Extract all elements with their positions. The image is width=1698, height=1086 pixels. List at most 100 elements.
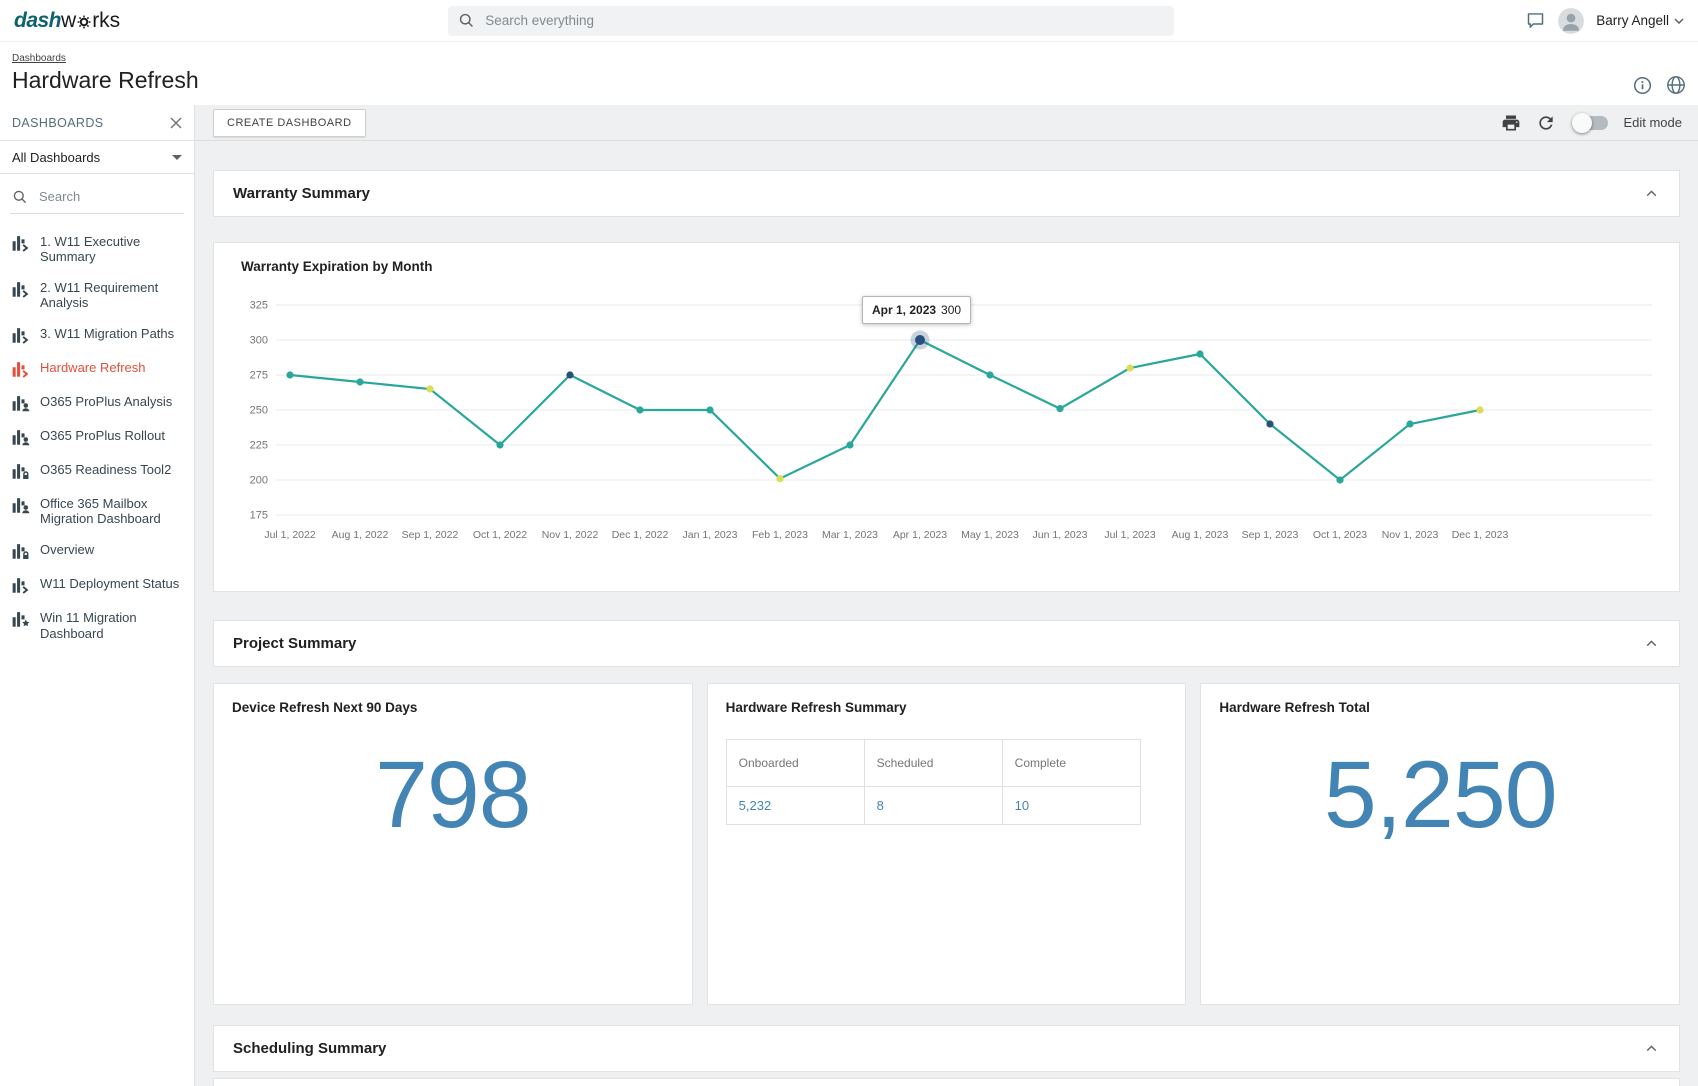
svg-text:Jul 1, 2023: Jul 1, 2023 xyxy=(1104,529,1156,541)
card-title: Device Refresh Next 90 Days xyxy=(232,700,674,715)
sidebar-search-input[interactable] xyxy=(37,188,182,205)
sidebar-item-label: 2. W11 Requirement Analysis xyxy=(40,280,186,310)
dashboard-chart-icon xyxy=(12,359,31,378)
warranty-chart-card: Warranty Expiration by Month 17520022525… xyxy=(213,242,1680,592)
sidebar-item[interactable]: Overview xyxy=(0,534,194,568)
svg-text:Apr 1, 2023: Apr 1, 2023 xyxy=(893,529,947,541)
sidebar-item[interactable]: Win 11 Migration Dashboard xyxy=(0,602,194,648)
dashboard-chart-icon xyxy=(12,541,31,560)
svg-text:300: 300 xyxy=(250,335,268,347)
card-title: Hardware Refresh Summary xyxy=(726,700,1168,715)
sidebar-item[interactable]: Office 365 Mailbox Migration Dashboard xyxy=(0,488,194,534)
svg-text:Dec 1, 2022: Dec 1, 2022 xyxy=(612,529,669,541)
panel-title: Scheduling Summary xyxy=(233,1040,386,1057)
sidebar-item-label: O365 ProPlus Analysis xyxy=(40,394,172,409)
sidebar-item[interactable]: 3. W11 Migration Paths xyxy=(0,318,194,352)
create-dashboard-button[interactable]: CREATE DASHBOARD xyxy=(213,109,366,137)
page-title: Hardware Refresh xyxy=(12,67,199,94)
dashboard-chart-icon xyxy=(12,279,31,298)
breadcrumb[interactable]: Dashboards xyxy=(12,53,66,64)
language-button[interactable] xyxy=(1666,75,1686,95)
sidebar-item-label: O365 ProPlus Rollout xyxy=(40,428,165,443)
content: DASHBOARDS All Dashboards 1. W11 Executi… xyxy=(0,105,1698,1086)
info-icon xyxy=(1633,76,1652,95)
project-summary-panel-header[interactable]: Project Summary xyxy=(213,620,1680,667)
page-header: Dashboards Hardware Refresh xyxy=(0,42,1698,105)
chart-title: Warranty Expiration by Month xyxy=(241,259,1665,274)
avatar[interactable] xyxy=(1558,8,1584,34)
chevron-up-icon[interactable] xyxy=(1643,635,1660,652)
chevron-up-icon[interactable] xyxy=(1643,185,1660,202)
toolbar: CREATE DASHBOARD Edit mode xyxy=(195,105,1698,141)
dashboard-filter-select[interactable]: All Dashboards xyxy=(0,141,194,174)
search-icon xyxy=(12,189,28,205)
chart-plot-area[interactable]: 175200225250275300325Jul 1, 2022Aug 1, 2… xyxy=(228,283,1665,545)
sidebar-item[interactable]: O365 ProPlus Analysis xyxy=(0,386,194,420)
sidebar-item[interactable]: Hardware Refresh xyxy=(0,352,194,386)
sidebar-item[interactable]: W11 Deployment Status xyxy=(0,568,194,602)
refresh-total-value[interactable]: 5,250 xyxy=(1219,743,1661,848)
chat-icon xyxy=(1525,10,1546,31)
app-logo[interactable]: dashwrks xyxy=(14,9,120,33)
chevron-up-icon[interactable] xyxy=(1643,1040,1660,1057)
project-summary-cards: Device Refresh Next 90 Days 798 Hardware… xyxy=(213,683,1680,1005)
scheduled-count-link[interactable]: 8 xyxy=(877,798,884,813)
edit-mode-label: Edit mode xyxy=(1623,115,1682,130)
dashboard-list: 1. W11 Executive Summary 2. W11 Requirem… xyxy=(0,214,194,649)
main: CREATE DASHBOARD Edit mode Warranty Summ… xyxy=(195,105,1698,1086)
sidebar-item-label: W11 Deployment Status xyxy=(40,576,179,591)
panel-title: Warranty Summary xyxy=(233,185,370,202)
logo-text-dash: dash xyxy=(14,9,61,33)
sidebar-item[interactable]: O365 Readiness Tool2 xyxy=(0,454,194,488)
sidebar-title: DASHBOARDS xyxy=(12,116,104,130)
sidebar-search xyxy=(10,188,184,214)
svg-text:Sep 1, 2022: Sep 1, 2022 xyxy=(402,529,459,541)
svg-text:Oct 1, 2022: Oct 1, 2022 xyxy=(473,529,527,541)
warranty-summary-panel-header[interactable]: Warranty Summary xyxy=(213,170,1680,217)
card-title: Hardware Refresh Total xyxy=(1219,700,1661,715)
svg-text:250: 250 xyxy=(250,405,268,417)
panel-title: Project Summary xyxy=(233,635,356,652)
svg-text:Nov 1, 2022: Nov 1, 2022 xyxy=(542,529,599,541)
close-sidebar-button[interactable] xyxy=(170,117,182,129)
dashboard-chart-icon xyxy=(12,427,31,446)
column-header: Onboarded xyxy=(726,740,864,787)
scheduling-panel-content xyxy=(213,1078,1680,1086)
sidebar-item[interactable]: 2. W11 Requirement Analysis xyxy=(0,272,194,318)
dashboard-scroll-area[interactable]: Warranty Summary Warranty Expiration by … xyxy=(195,141,1698,1086)
messages-button[interactable] xyxy=(1525,10,1546,31)
device-refresh-value[interactable]: 798 xyxy=(232,743,674,848)
svg-text:200: 200 xyxy=(250,475,268,487)
sidebar-item-label: Hardware Refresh xyxy=(40,360,146,375)
device-refresh-card: Device Refresh Next 90 Days 798 xyxy=(213,683,693,1005)
svg-text:Aug 1, 2023: Aug 1, 2023 xyxy=(1172,529,1229,541)
svg-text:Feb 1, 2023: Feb 1, 2023 xyxy=(752,529,808,541)
dashboard-chart-icon xyxy=(12,233,31,252)
global-search-input[interactable] xyxy=(483,12,1164,29)
topbar-right: Barry Angell xyxy=(1525,8,1684,34)
sidebar-item[interactable]: 1. W11 Executive Summary xyxy=(0,226,194,272)
chevron-down-icon xyxy=(1674,18,1684,24)
info-button[interactable] xyxy=(1633,76,1652,95)
edit-mode-toggle[interactable] xyxy=(1575,116,1608,130)
table-row: 5,232 8 10 xyxy=(726,787,1140,825)
chart-tooltip: Apr 1, 2023300 xyxy=(862,296,971,324)
gear-icon xyxy=(77,15,91,29)
user-menu[interactable]: Barry Angell xyxy=(1596,13,1684,28)
svg-text:Aug 1, 2022: Aug 1, 2022 xyxy=(332,529,389,541)
sidebar: DASHBOARDS All Dashboards 1. W11 Executi… xyxy=(0,105,195,1086)
caret-down-icon xyxy=(172,155,182,160)
user-name: Barry Angell xyxy=(1596,13,1669,28)
dashboard-chart-icon xyxy=(12,393,31,412)
print-button[interactable] xyxy=(1501,113,1521,133)
sidebar-item[interactable]: O365 ProPlus Rollout xyxy=(0,420,194,454)
globe-icon xyxy=(1666,75,1686,95)
svg-text:Jan 1, 2023: Jan 1, 2023 xyxy=(683,529,738,541)
refresh-button[interactable] xyxy=(1536,113,1556,133)
complete-count-link[interactable]: 10 xyxy=(1015,798,1029,813)
global-search xyxy=(448,6,1174,36)
onboarded-count-link[interactable]: 5,232 xyxy=(739,798,772,813)
scheduling-summary-panel-header[interactable]: Scheduling Summary xyxy=(213,1025,1680,1072)
sidebar-item-label: 3. W11 Migration Paths xyxy=(40,326,174,341)
dashboard-chart-icon xyxy=(12,609,31,628)
